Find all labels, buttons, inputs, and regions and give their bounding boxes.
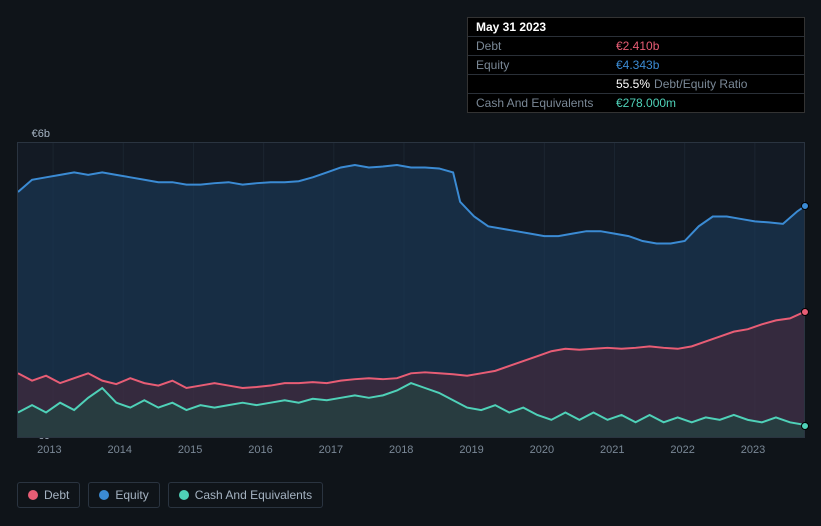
- x-tick-label: 2015: [178, 444, 202, 456]
- tooltip-date: May 31 2023: [468, 18, 804, 37]
- x-tick-label: 2014: [108, 444, 132, 456]
- chart-tooltip: May 31 2023 Debt €2.410b Equity €4.343b …: [467, 17, 805, 113]
- x-tick-label: 2017: [319, 444, 343, 456]
- chart-svg: [18, 143, 804, 437]
- tooltip-value: €2.410b: [616, 39, 659, 53]
- tooltip-label: Equity: [476, 58, 596, 72]
- tooltip-label: Debt: [476, 39, 596, 53]
- tooltip-row: Equity €4.343b: [468, 56, 804, 75]
- tooltip-value: €4.343b: [616, 58, 659, 72]
- x-tick-label: 2013: [37, 444, 61, 456]
- x-tick-label: 2021: [600, 444, 624, 456]
- legend-item-equity[interactable]: Equity: [88, 482, 159, 508]
- series-end-dot: [801, 202, 809, 210]
- x-tick-label: 2022: [670, 444, 694, 456]
- x-tick-label: 2016: [248, 444, 272, 456]
- legend-item-debt[interactable]: Debt: [17, 482, 80, 508]
- tooltip-label: [476, 77, 596, 91]
- legend-item-cash-and-equivalents[interactable]: Cash And Equivalents: [168, 482, 323, 508]
- x-tick-label: 2020: [530, 444, 554, 456]
- series-end-dot: [801, 422, 809, 430]
- tooltip-value: 55.5%Debt/Equity Ratio: [616, 77, 747, 91]
- tooltip-row: 55.5%Debt/Equity Ratio: [468, 75, 804, 94]
- legend-label: Equity: [115, 488, 148, 502]
- series-end-dot: [801, 308, 809, 316]
- chart-plot-area[interactable]: [17, 142, 805, 438]
- legend-swatch: [99, 490, 109, 500]
- chart-legend: Debt Equity Cash And Equivalents: [17, 482, 323, 508]
- tooltip-label: Cash And Equivalents: [476, 96, 596, 110]
- x-tick-label: 2023: [741, 444, 765, 456]
- tooltip-row: Cash And Equivalents €278.000m: [468, 94, 804, 112]
- x-tick-label: 2019: [459, 444, 483, 456]
- legend-label: Cash And Equivalents: [195, 488, 312, 502]
- legend-label: Debt: [44, 488, 69, 502]
- y-tick-label: €6b: [20, 128, 50, 140]
- tooltip-row: Debt €2.410b: [468, 37, 804, 56]
- tooltip-value: €278.000m: [616, 96, 676, 110]
- legend-swatch: [179, 490, 189, 500]
- x-tick-label: 2018: [389, 444, 413, 456]
- legend-swatch: [28, 490, 38, 500]
